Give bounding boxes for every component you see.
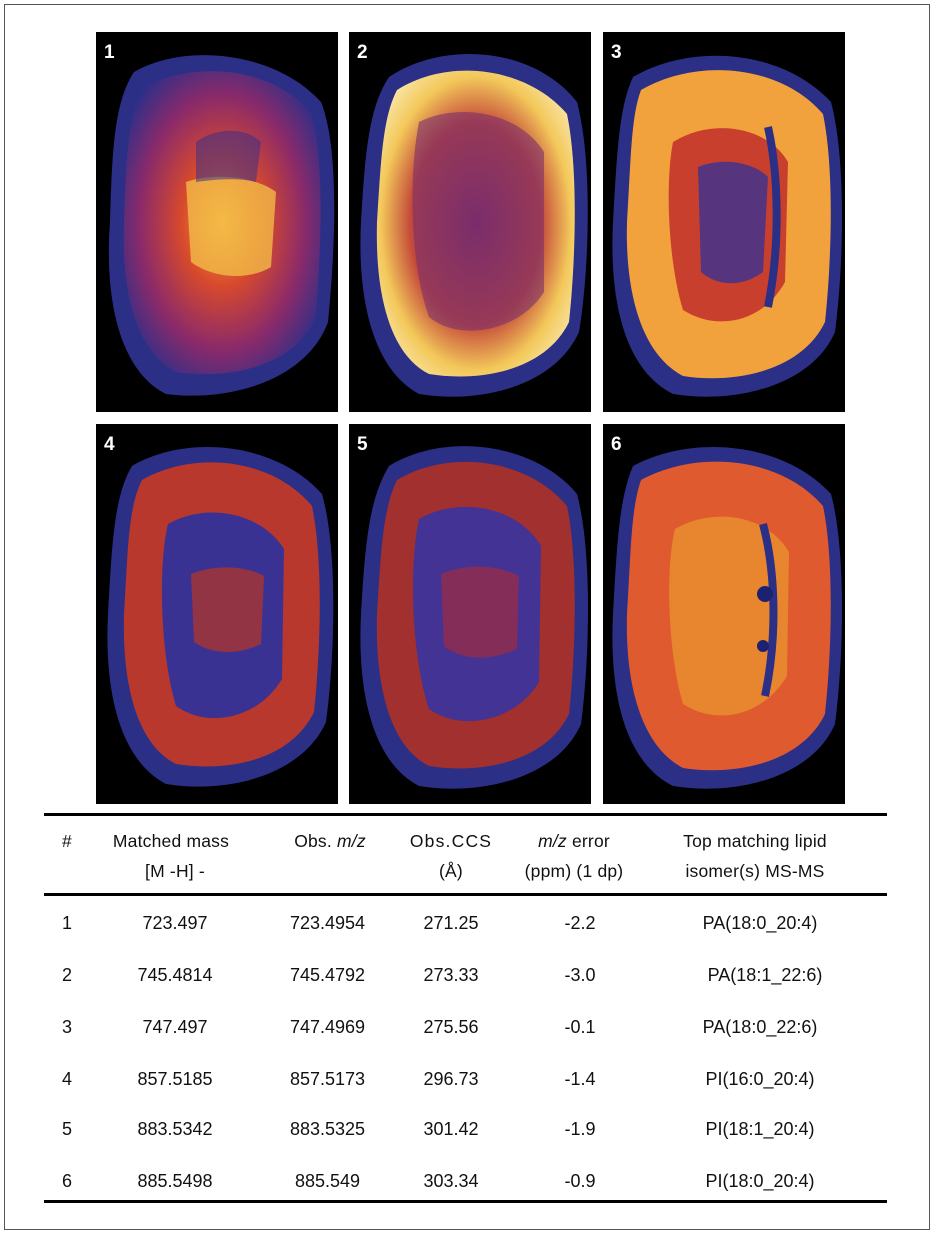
header-matched-mass-line1: Matched mass bbox=[112, 831, 230, 851]
cell-matched-mass: 723.497 bbox=[142, 913, 208, 933]
header-top-match-line2: isomer(s) MS-MS bbox=[685, 861, 825, 881]
ms-image-panel-5: 5 bbox=[349, 424, 591, 804]
cell-mz-error: -0.1 bbox=[564, 1017, 596, 1037]
cell-mz-error: -0.9 bbox=[564, 1171, 596, 1191]
cell-lipid: PA(18:0_22:6) bbox=[702, 1017, 818, 1037]
cell-obs-ccs: 273.33 bbox=[423, 965, 479, 985]
ms-image-panel-4: 4 bbox=[96, 424, 338, 804]
cell-mz-error: -3.0 bbox=[564, 965, 596, 985]
panel-label: 2 bbox=[357, 42, 368, 63]
cell-obs-ccs: 303.34 bbox=[423, 1171, 479, 1191]
cell-matched-mass: 745.4814 bbox=[137, 965, 213, 985]
cell-obs-ccs: 275.56 bbox=[423, 1017, 479, 1037]
cell-lipid: PA(18:0_20:4) bbox=[702, 913, 818, 933]
cell-matched-mass: 885.5498 bbox=[137, 1171, 213, 1191]
header-mz-error-line1: m/z error bbox=[538, 831, 610, 851]
cell-lipid: PI(18:0_20:4) bbox=[705, 1171, 815, 1191]
panel-label: 4 bbox=[104, 434, 115, 455]
table-header-rule bbox=[44, 893, 887, 896]
cell-num: 1 bbox=[61, 913, 72, 933]
cell-num: 3 bbox=[61, 1017, 72, 1037]
ms-image-panel-2: 2 bbox=[349, 32, 591, 412]
cell-obs-ccs: 296.73 bbox=[423, 1069, 479, 1089]
cell-mz-error: -2.2 bbox=[564, 913, 596, 933]
header-obs-ccs-line1: Obs.CCS bbox=[409, 831, 493, 851]
cell-obs-mz: 857.5173 bbox=[289, 1069, 366, 1089]
cell-obs-ccs: 271.25 bbox=[423, 913, 479, 933]
cell-num: 4 bbox=[61, 1069, 72, 1089]
header-matched-mass-line2: [M -H] - bbox=[145, 861, 205, 881]
figure-frame bbox=[4, 4, 930, 1230]
cell-lipid: PA(18:1_22:6) bbox=[707, 965, 823, 985]
cell-obs-mz: 885.549 bbox=[294, 1171, 361, 1191]
header-mz-error-line2: (ppm) (1 dp) bbox=[524, 861, 624, 881]
cell-obs-mz: 745.4792 bbox=[289, 965, 366, 985]
panel-label: 1 bbox=[104, 42, 115, 63]
ms-image-panel-1: 1 bbox=[96, 32, 338, 412]
cell-matched-mass: 857.5185 bbox=[137, 1069, 213, 1089]
header-obs-ccs-line2: (Å) bbox=[439, 861, 463, 881]
table-bottom-rule bbox=[44, 1200, 887, 1203]
header-top-match-line1: Top matching lipid bbox=[683, 831, 827, 851]
panel-label: 3 bbox=[611, 42, 622, 63]
cell-num: 6 bbox=[61, 1171, 72, 1191]
cell-obs-mz: 723.4954 bbox=[289, 913, 366, 933]
header-num: # bbox=[62, 831, 72, 851]
cell-obs-mz: 883.5325 bbox=[289, 1119, 366, 1139]
cell-obs-ccs: 301.42 bbox=[423, 1119, 479, 1139]
panel-label: 5 bbox=[357, 434, 368, 455]
cell-mz-error: -1.4 bbox=[564, 1069, 596, 1089]
cell-obs-mz: 747.4969 bbox=[289, 1017, 366, 1037]
cell-lipid: PI(18:1_20:4) bbox=[705, 1119, 815, 1139]
ms-image-panel-3: 3 bbox=[603, 32, 845, 412]
cell-matched-mass: 747.497 bbox=[142, 1017, 208, 1037]
cell-num: 5 bbox=[61, 1119, 72, 1139]
cell-matched-mass: 883.5342 bbox=[137, 1119, 213, 1139]
ms-image-panel-6: 6 bbox=[603, 424, 845, 804]
header-obs-mz: Obs. m/z bbox=[294, 831, 366, 851]
panel-label: 6 bbox=[611, 434, 622, 455]
cell-num: 2 bbox=[61, 965, 72, 985]
cell-lipid: PI(16:0_20:4) bbox=[705, 1069, 815, 1089]
table-top-rule bbox=[44, 813, 887, 816]
cell-mz-error: -1.9 bbox=[564, 1119, 596, 1139]
